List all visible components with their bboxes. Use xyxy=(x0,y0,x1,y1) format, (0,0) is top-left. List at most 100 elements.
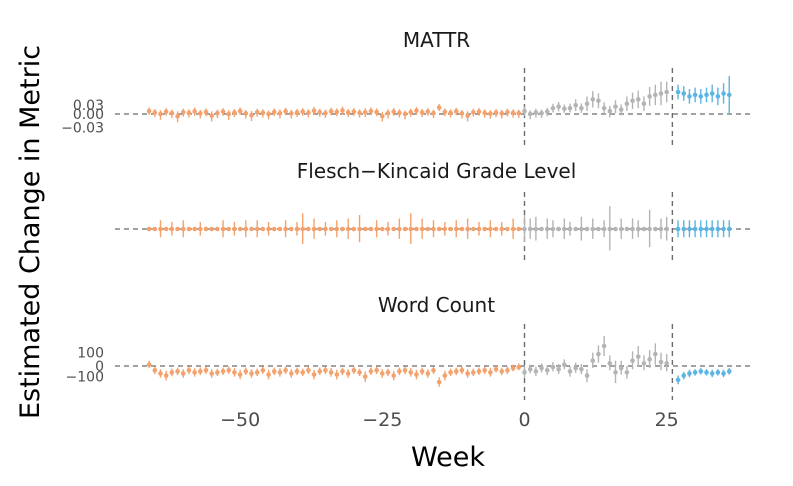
data-point xyxy=(249,113,254,118)
data-point xyxy=(192,370,197,375)
data-point xyxy=(482,110,487,116)
data-point xyxy=(198,226,203,232)
data-point xyxy=(226,111,232,117)
data-point xyxy=(402,111,408,117)
data-point xyxy=(482,367,487,373)
data-point xyxy=(556,366,561,372)
data-point xyxy=(328,109,334,114)
data-point xyxy=(397,369,402,374)
y-tick-label: −100 xyxy=(66,370,104,386)
data-point xyxy=(277,370,283,375)
data-point xyxy=(613,370,618,375)
data-point xyxy=(471,370,476,375)
data-point xyxy=(516,110,522,116)
data-point xyxy=(374,367,379,373)
data-point xyxy=(459,367,465,373)
panel-title: MATTR xyxy=(403,28,470,52)
panel-1: MATTR −0.030.000.03 xyxy=(61,28,752,147)
data-point xyxy=(271,226,277,232)
data-point xyxy=(306,226,311,232)
data-point xyxy=(630,226,635,232)
data-point xyxy=(704,92,709,98)
data-point xyxy=(345,110,351,115)
data-point xyxy=(391,226,396,232)
data-point xyxy=(317,226,323,232)
data-point xyxy=(283,226,288,232)
data-point xyxy=(368,226,374,232)
data-point xyxy=(289,226,294,232)
data-point xyxy=(317,369,323,374)
data-point xyxy=(459,111,465,116)
data-point xyxy=(294,110,300,115)
data-point xyxy=(169,110,175,116)
data-point xyxy=(402,367,408,373)
data-point xyxy=(539,110,544,116)
data-point xyxy=(397,110,402,116)
data-point xyxy=(709,371,715,376)
data-point xyxy=(573,102,578,108)
data-point xyxy=(692,370,698,375)
data-point xyxy=(493,226,499,232)
data-point xyxy=(311,372,317,377)
data-point xyxy=(488,226,493,232)
data-point xyxy=(596,351,601,357)
data-point xyxy=(425,109,431,114)
data-point xyxy=(260,226,266,232)
y-tick-label: 100 xyxy=(77,346,104,362)
data-point xyxy=(186,110,192,116)
data-point xyxy=(323,367,328,373)
data-point xyxy=(664,361,669,366)
data-point xyxy=(448,110,453,116)
data-point xyxy=(146,108,152,114)
data-point xyxy=(721,226,726,232)
data-point xyxy=(505,109,510,115)
data-point xyxy=(328,370,334,375)
data-point xyxy=(635,226,641,232)
data-point xyxy=(397,226,402,232)
panel-title: Flesch−Kincaid Grade Level xyxy=(297,159,577,183)
data-point xyxy=(436,105,442,110)
data-point xyxy=(237,108,243,114)
data-point xyxy=(601,105,607,111)
data-point xyxy=(613,104,618,109)
data-point xyxy=(408,109,414,115)
data-point xyxy=(522,226,527,232)
data-point xyxy=(544,109,550,114)
data-point xyxy=(340,108,345,113)
data-point xyxy=(658,226,664,232)
data-point xyxy=(289,371,294,376)
data-point xyxy=(351,226,357,232)
data-point xyxy=(368,369,374,374)
data-point xyxy=(618,365,624,371)
data-point xyxy=(243,369,249,374)
data-point xyxy=(215,226,220,232)
data-point xyxy=(209,113,214,119)
data-point xyxy=(647,357,652,362)
data-point xyxy=(232,370,237,375)
data-point xyxy=(294,226,300,232)
data-point xyxy=(658,91,664,96)
data-point xyxy=(584,373,590,378)
data-point xyxy=(209,371,214,376)
data-point xyxy=(283,367,288,373)
data-point xyxy=(590,226,596,232)
data-point xyxy=(658,359,664,365)
data-point xyxy=(550,226,556,232)
data-point xyxy=(198,369,203,374)
data-point xyxy=(414,372,419,377)
data-point xyxy=(414,108,419,114)
data-point xyxy=(471,109,476,115)
data-point xyxy=(687,226,692,232)
data-point xyxy=(152,226,158,232)
data-point xyxy=(146,226,152,232)
data-point xyxy=(726,92,732,98)
data-point xyxy=(243,111,249,116)
data-point xyxy=(516,226,522,232)
data-point xyxy=(493,110,499,115)
data-point xyxy=(465,226,470,232)
data-point xyxy=(692,226,698,232)
data-point xyxy=(550,105,556,111)
data-point xyxy=(351,109,357,114)
data-point xyxy=(368,108,374,114)
data-point xyxy=(402,226,408,232)
